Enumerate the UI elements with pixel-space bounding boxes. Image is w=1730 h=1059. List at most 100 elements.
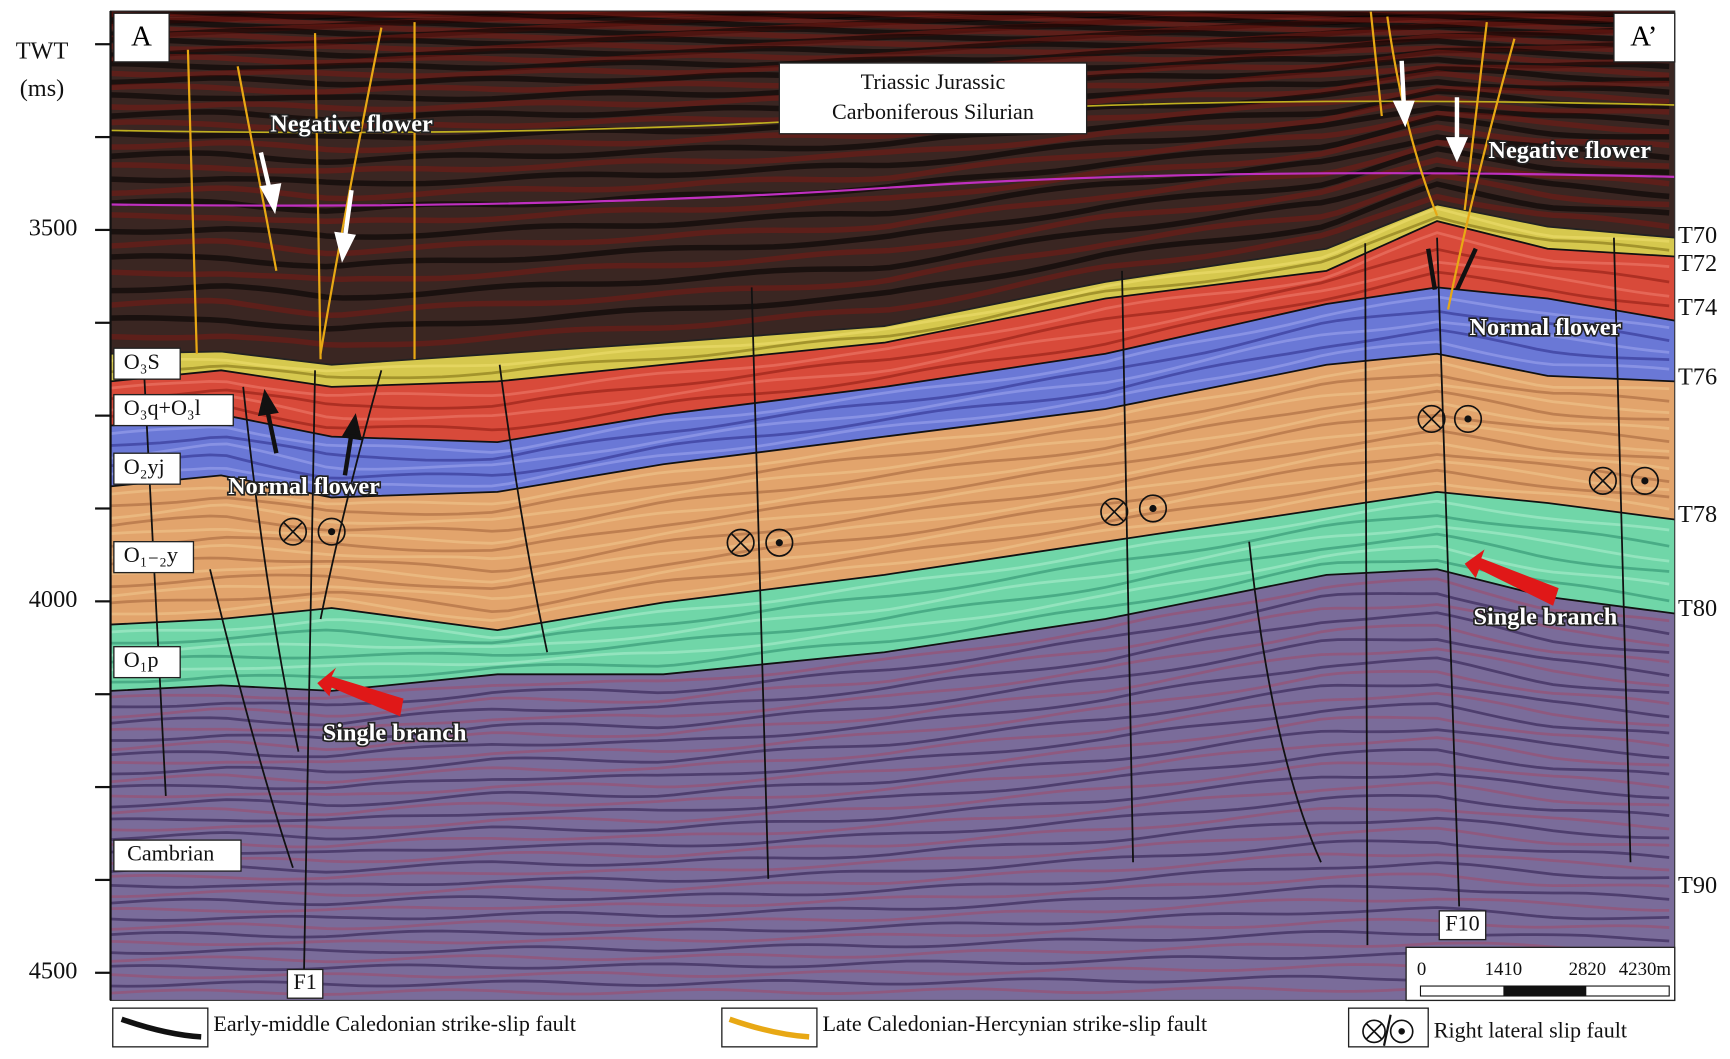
formation-label: O₃S <box>124 349 160 374</box>
reflector <box>110 816 1670 874</box>
horizon-label: T70 <box>1678 222 1717 249</box>
label-box <box>113 12 170 63</box>
reflector <box>110 260 1670 421</box>
horizon <box>110 203 1675 366</box>
reflector <box>110 110 1670 202</box>
horizon <box>110 220 1675 388</box>
reflector <box>110 413 1670 553</box>
reflector <box>110 157 1670 282</box>
reflector <box>110 761 1670 832</box>
fault-box <box>286 968 324 999</box>
fault-label: F1 <box>293 969 316 994</box>
reflector <box>110 328 1670 480</box>
layer <box>110 569 1675 1001</box>
reflector <box>110 270 1670 432</box>
reflector <box>110 193 1670 348</box>
section-start: A <box>131 20 152 52</box>
reflector <box>110 872 1670 914</box>
formation-label: O₁₋₂y <box>124 542 178 567</box>
formation-box <box>113 452 181 485</box>
reflector <box>110 772 1670 841</box>
reflector <box>110 559 1670 684</box>
reflector <box>110 826 1670 881</box>
reflector <box>110 17 1670 34</box>
reflector <box>110 884 1670 922</box>
reflector <box>110 852 1670 898</box>
marker-horizon <box>110 172 1675 207</box>
horizon-label: T72 <box>1678 250 1717 277</box>
horizon <box>110 352 1675 499</box>
axis-ticks <box>95 43 111 974</box>
reflector <box>110 373 1670 516</box>
label-box <box>1613 12 1676 63</box>
faults <box>142 11 1659 973</box>
reflector <box>110 514 1670 645</box>
reflector <box>110 441 1670 584</box>
reflector <box>110 929 1670 955</box>
reflector <box>110 429 1670 574</box>
reflector <box>110 38 1670 71</box>
horizon-label: T76 <box>1678 364 1717 391</box>
reflector <box>110 524 1670 657</box>
reflector <box>110 917 1670 946</box>
fault-box <box>1438 910 1487 941</box>
legend-label: Late Caledonian-Hercynian strike-slip fa… <box>822 1011 1208 1036</box>
reflector <box>110 545 1670 672</box>
y-tick-label: 4000 <box>29 586 78 613</box>
formation-label: Cambrian <box>127 841 214 866</box>
reflector <box>110 715 1670 799</box>
reflector <box>110 460 1670 600</box>
scale-label: 0 <box>1417 959 1426 980</box>
reflector <box>110 13 1670 30</box>
scale-bar: 0 1410 2820 4230m <box>1405 946 1676 1002</box>
reflector <box>110 611 1670 727</box>
reflector <box>110 691 1670 784</box>
reflector <box>110 134 1670 240</box>
legend: Early-middle Caledonian strike-slip faul… <box>112 1007 1628 1048</box>
formation-box <box>113 540 195 574</box>
reflector <box>110 702 1670 791</box>
reflector <box>110 389 1670 533</box>
layer <box>110 353 1675 631</box>
reflector <box>110 295 1670 454</box>
reflector <box>110 421 1670 561</box>
reflector <box>110 320 1670 471</box>
formation-label: O₁p <box>124 647 159 672</box>
reflector <box>110 638 1670 742</box>
reflector <box>110 647 1670 752</box>
strata-text: Triassic Jurassic <box>861 69 1006 94</box>
reflector <box>110 247 1670 410</box>
reflector <box>110 172 1670 319</box>
reflector <box>110 383 1670 525</box>
y-tick-label: 4500 <box>29 957 78 984</box>
formation-label: O₂yj <box>124 454 165 479</box>
scale-label: 2820 <box>1569 959 1607 980</box>
reflector <box>110 231 1670 398</box>
fault-label: F10 <box>1445 910 1479 935</box>
reflector <box>110 360 1670 506</box>
formation-box <box>113 646 181 679</box>
reflector <box>110 145 1670 270</box>
reflector <box>110 781 1670 849</box>
horizon <box>110 568 1675 692</box>
reflector <box>110 11 1670 22</box>
reflector <box>110 23 1670 48</box>
reflector <box>110 309 1670 462</box>
annotation: Normal flower <box>228 473 380 500</box>
reflector <box>110 206 1670 373</box>
formation-label: O₃q+O₃l <box>124 395 201 420</box>
reflector <box>110 669 1670 765</box>
annotation: Negative flower <box>270 111 433 138</box>
reflector <box>110 839 1670 889</box>
reflector <box>110 29 1670 53</box>
annotation: Normal flower <box>1469 314 1621 341</box>
formation-box <box>113 839 242 872</box>
reflector <box>110 728 1670 809</box>
y-tick-label: 3500 <box>29 215 78 242</box>
reflector <box>110 85 1670 154</box>
reflector <box>110 88 1670 166</box>
legend-label: Early-middle Caledonian strike-slip faul… <box>213 1011 576 1036</box>
reflector <box>110 215 1670 380</box>
reflector <box>110 683 1670 776</box>
